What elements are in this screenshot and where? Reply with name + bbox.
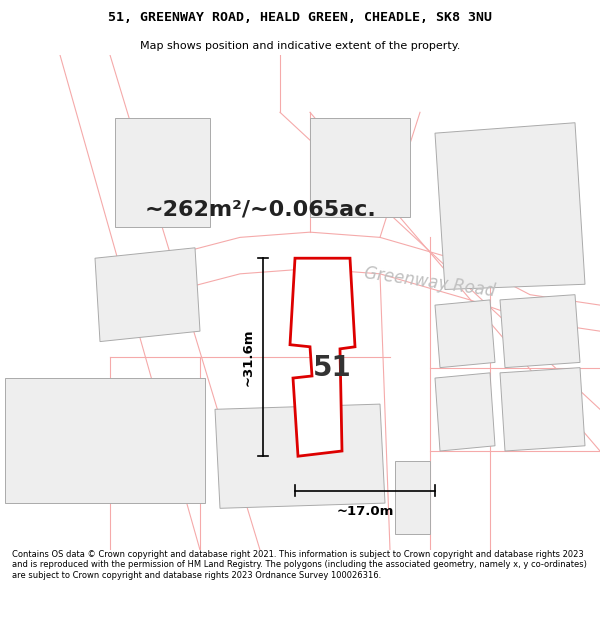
- Polygon shape: [435, 373, 495, 451]
- Polygon shape: [115, 118, 210, 227]
- Polygon shape: [435, 122, 585, 289]
- Text: ~17.0m: ~17.0m: [337, 505, 394, 518]
- Polygon shape: [310, 118, 410, 216]
- Polygon shape: [5, 378, 205, 503]
- Polygon shape: [500, 368, 585, 451]
- Polygon shape: [290, 258, 355, 456]
- Polygon shape: [215, 404, 385, 508]
- Text: Map shows position and indicative extent of the property.: Map shows position and indicative extent…: [140, 41, 460, 51]
- Text: ~31.6m: ~31.6m: [242, 329, 255, 386]
- Text: 51: 51: [313, 354, 352, 382]
- Polygon shape: [500, 294, 580, 368]
- Text: Greenway Road: Greenway Road: [364, 264, 497, 300]
- Polygon shape: [395, 461, 430, 534]
- Text: 51, GREENWAY ROAD, HEALD GREEN, CHEADLE, SK8 3NU: 51, GREENWAY ROAD, HEALD GREEN, CHEADLE,…: [108, 11, 492, 24]
- Text: Contains OS data © Crown copyright and database right 2021. This information is : Contains OS data © Crown copyright and d…: [12, 550, 587, 580]
- Text: ~262m²/~0.065ac.: ~262m²/~0.065ac.: [145, 199, 377, 219]
- Polygon shape: [435, 300, 495, 368]
- Polygon shape: [95, 248, 200, 342]
